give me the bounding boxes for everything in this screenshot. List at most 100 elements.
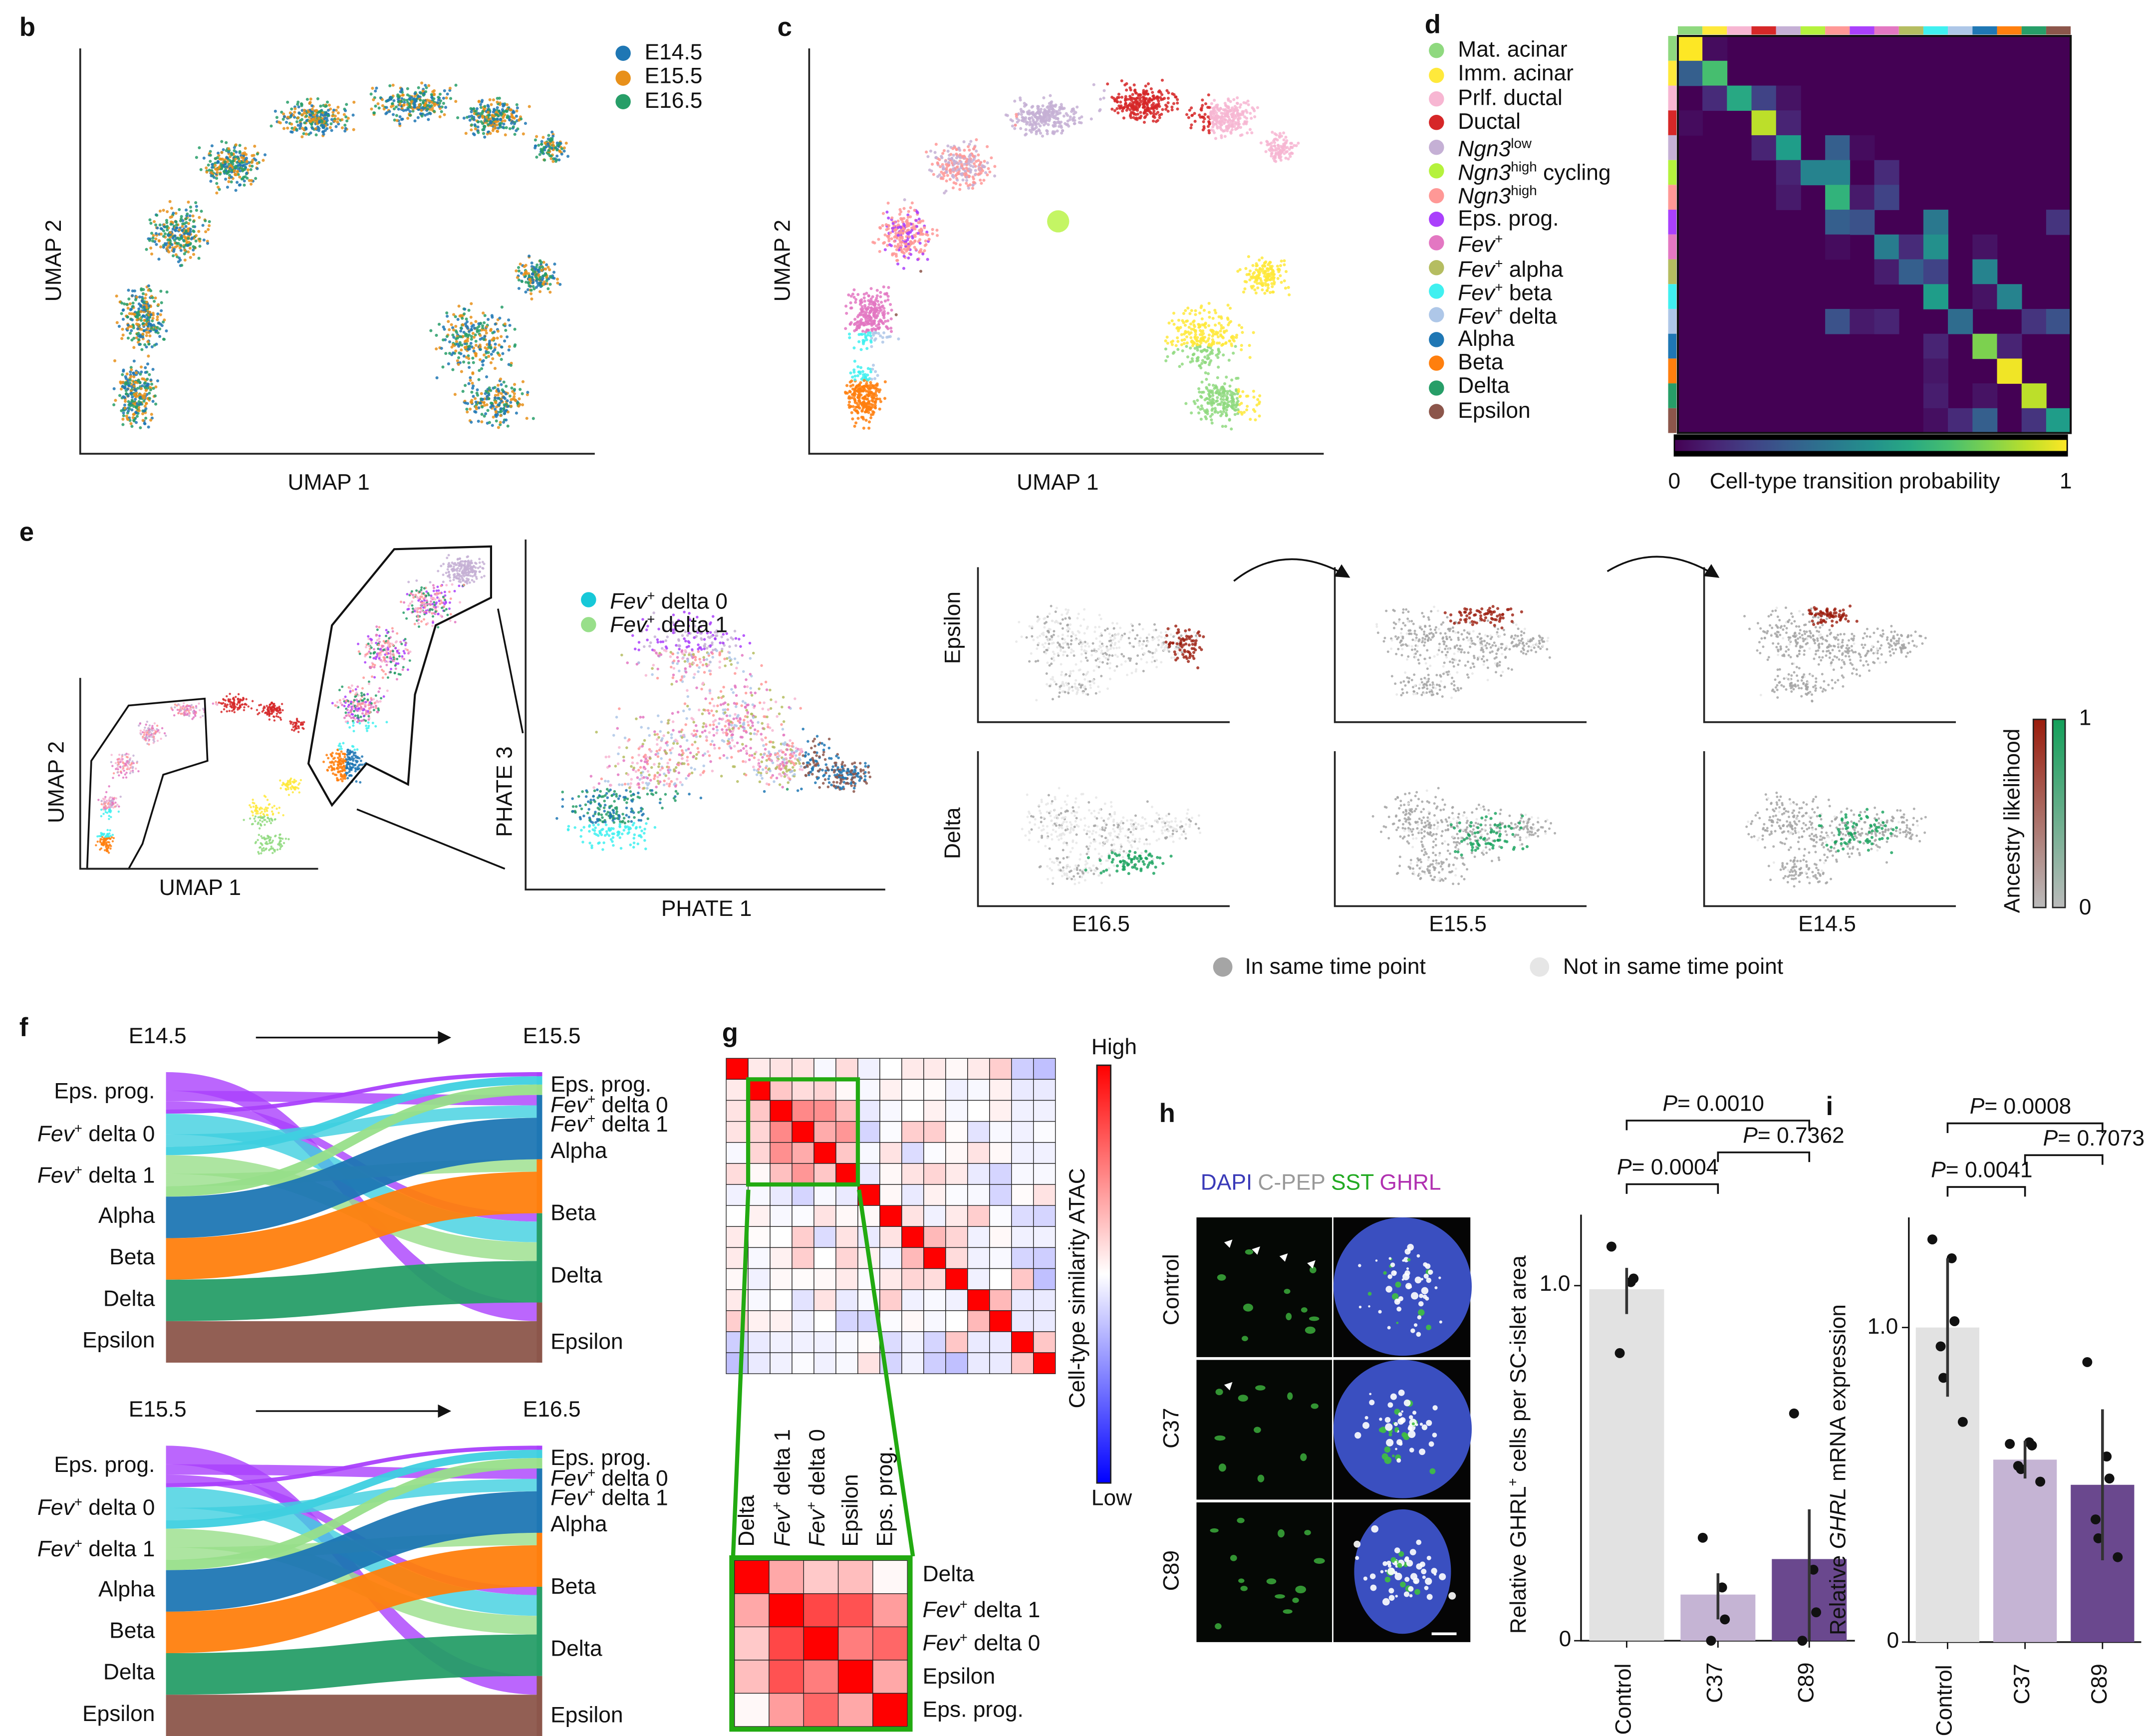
scatter-point: [459, 352, 463, 355]
scatter-point: [1072, 109, 1075, 113]
scatter-point: [505, 384, 508, 388]
axis-lines: [79, 48, 595, 455]
scatter-point: [144, 366, 147, 369]
scatter-point: [201, 224, 205, 227]
scatter-point: [182, 245, 186, 249]
scatter-point: [1203, 113, 1207, 116]
scatter-point: [503, 397, 507, 400]
scatter-point: [1152, 94, 1155, 98]
y-axis-label: UMAP 2: [42, 219, 67, 302]
scatter-point: [1200, 333, 1204, 337]
scatter-point: [1217, 315, 1221, 318]
scatter-point: [410, 96, 413, 99]
scatter-point: [957, 147, 961, 150]
scatter-point: [1110, 107, 1114, 111]
scatter-point: [982, 179, 986, 182]
scatter-point: [889, 326, 893, 330]
scatter-point: [459, 335, 463, 338]
scatter-point: [184, 225, 188, 228]
scatter-point: [506, 399, 509, 402]
scatter-point: [138, 335, 142, 338]
scatter-point: [148, 310, 152, 314]
scatter-point: [862, 296, 866, 299]
scatter-point: [889, 317, 893, 320]
scatter-point: [1136, 112, 1139, 116]
scatter-point: [397, 107, 400, 111]
scatter-point: [1212, 107, 1216, 110]
scatter-point: [343, 129, 347, 133]
scatter-point: [310, 107, 314, 111]
scatter-point: [1004, 113, 1008, 117]
panel-label-h: h: [1159, 1100, 1175, 1129]
scatter-point: [186, 232, 190, 236]
scatter-point: [410, 100, 414, 103]
scatter-point: [871, 295, 874, 298]
scatter-point: [1227, 106, 1230, 109]
scatter-point: [433, 104, 436, 107]
scatter-point: [184, 229, 188, 233]
scatter-point: [454, 349, 458, 353]
scatter-point: [473, 326, 476, 330]
scatter-point: [1214, 122, 1218, 126]
scatter-point: [1152, 109, 1156, 113]
scatter-point: [236, 181, 239, 184]
scatter-point: [216, 167, 220, 171]
scatter-point: [192, 230, 196, 234]
scatter-point: [1221, 335, 1224, 339]
scatter-point: [499, 407, 503, 410]
scatter-point: [886, 235, 889, 238]
scatter-point: [430, 95, 434, 99]
scatter-point: [1211, 391, 1214, 395]
scatter-point: [459, 329, 463, 333]
scatter-point: [220, 167, 224, 170]
scatter-point: [463, 307, 467, 311]
scatter-point: [192, 248, 195, 252]
scatter-point: [123, 406, 127, 410]
scatter-point: [156, 312, 160, 315]
scatter-point: [983, 165, 986, 169]
scatter-point: [134, 380, 138, 384]
scatter-point: [141, 412, 145, 416]
scatter-point: [538, 153, 541, 156]
scatter-point: [502, 104, 505, 108]
scatter-point: [426, 107, 429, 111]
scatter-point: [1206, 115, 1210, 119]
scatter-point: [1214, 311, 1218, 314]
scatter-point: [225, 172, 229, 175]
scatter-point: [1202, 390, 1205, 394]
scatter-point: [1258, 259, 1261, 262]
scatter-point: [1218, 119, 1222, 123]
scatter-point: [122, 411, 125, 415]
scatter-point: [884, 223, 888, 227]
scatter-point: [862, 401, 866, 404]
scatter-point: [535, 286, 538, 289]
scatter-point: [326, 108, 330, 112]
scatter-point: [1015, 115, 1018, 118]
scatter-point: [478, 358, 482, 361]
scatter-point: [222, 165, 226, 168]
scatter-point: [1212, 401, 1216, 405]
scatter-point: [210, 171, 213, 174]
scatter-point: [141, 384, 144, 388]
scatter-point: [946, 144, 950, 148]
scatter-point: [145, 319, 149, 322]
scatter-point: [1255, 403, 1259, 407]
scatter-point: [239, 169, 242, 173]
scatter-point: [449, 97, 453, 100]
scatter-point: [1217, 321, 1221, 325]
scatter-point: [853, 424, 856, 428]
scatter-point: [1036, 119, 1039, 122]
scatter-point: [484, 392, 487, 395]
scatter-point: [953, 162, 956, 166]
scatter-point: [885, 325, 889, 329]
scatter-point: [464, 332, 467, 336]
scatter-point: [225, 141, 228, 144]
scatter-point: [159, 289, 163, 293]
scatter-point: [428, 99, 431, 103]
scatter-point: [209, 160, 212, 163]
scatter-point: [238, 150, 242, 153]
scatter-point: [1160, 78, 1164, 82]
scatter-point: [546, 266, 550, 269]
scatter-point: [1232, 391, 1235, 395]
scatter-point: [1135, 102, 1138, 106]
